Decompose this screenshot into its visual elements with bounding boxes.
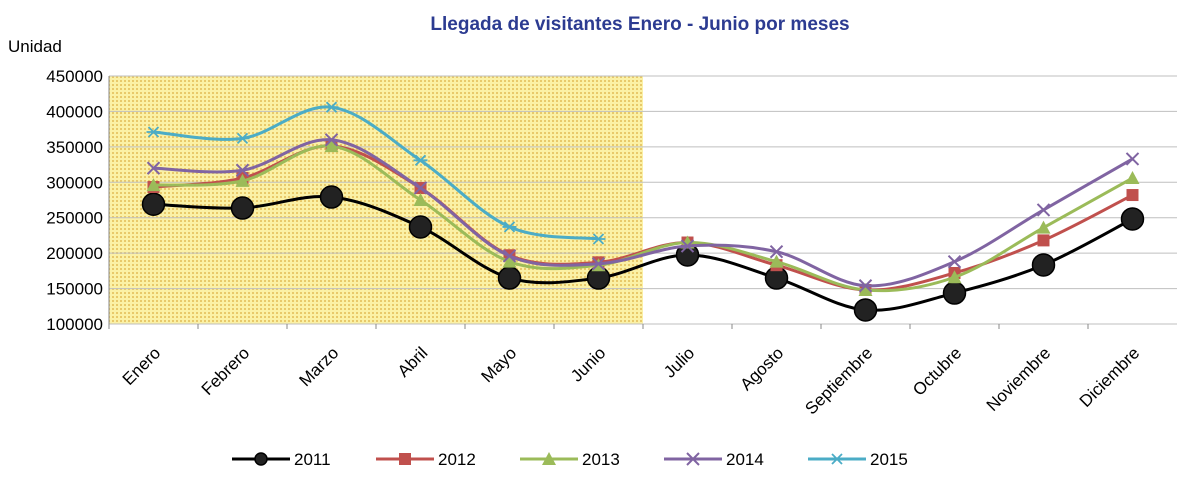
marker [413,154,428,166]
x-tick-label: Febrero [198,343,254,399]
marker [858,282,873,296]
y-tick-label: 400000 [46,102,103,121]
legend-marker [542,452,556,465]
y-tick-label: 350000 [46,138,103,157]
marker [235,132,250,144]
legend-marker [254,452,268,466]
legend-label: 2014 [726,450,764,469]
legend-label: 2011 [294,450,331,469]
marker [146,126,161,138]
x-tick-label: Mayo [477,343,520,386]
legend-label: 2015 [870,450,908,469]
marker [591,233,606,245]
marker [230,196,255,220]
x-tick-label: Septiembre [801,343,876,418]
x-tick-label: Junio [567,343,609,385]
y-tick-label: 250000 [46,209,103,228]
marker [769,254,784,268]
marker [502,249,517,263]
marker [947,270,962,284]
marker [680,239,695,253]
marker [1031,253,1056,277]
marker [235,163,250,177]
marker [502,221,517,233]
series [146,133,1140,293]
marker [1036,203,1051,217]
marker [858,279,873,293]
x-tick-label: Octubre [909,343,965,399]
y-axis-label: Unidad [8,37,62,56]
legend-marker [686,452,700,466]
legend-label: 2012 [438,450,476,469]
marker [319,185,344,209]
x-tick-label: Agosto [736,343,787,394]
legend-marker [399,453,411,465]
marker [413,193,428,206]
marker [853,298,878,322]
legend-marker [830,453,844,465]
marker [1125,171,1140,185]
line [153,138,1134,288]
marker [324,133,339,147]
marker [1120,207,1145,231]
y-tick-label: 150000 [46,280,103,299]
legend-label: 2013 [582,450,620,469]
marker [408,215,433,239]
x-tick-label: Marzo [295,343,342,390]
marker [947,254,962,269]
marker [146,161,161,175]
chart-title: Llegada de visitantes Enero - Junio por … [430,14,849,35]
marker [413,181,428,195]
x-tick-label: Diciembre [1076,343,1144,411]
y-tick-label: 450000 [46,67,103,86]
y-tick-label: 300000 [46,173,103,192]
line [153,144,1134,293]
marker [591,257,606,271]
x-tick-label: Julio [660,343,698,381]
highlight-region [109,76,643,324]
y-tick-label: 100000 [46,315,103,334]
marker [324,101,339,113]
marker [141,192,166,217]
marker [1036,220,1051,234]
y-tick-label: 200000 [46,244,103,263]
marker [769,245,784,259]
marker [497,266,522,290]
series [141,185,1145,322]
marker [1126,189,1139,202]
marker [146,178,161,192]
x-tick-label: Abril [394,343,431,380]
marker [235,173,250,187]
x-tick-label: Noviembre [983,343,1055,415]
series [146,101,606,245]
marker [1037,234,1050,247]
marker [942,281,967,305]
marker [502,254,517,268]
x-tick-label: Enero [119,343,165,389]
marker [1125,152,1140,166]
marker [324,139,339,153]
